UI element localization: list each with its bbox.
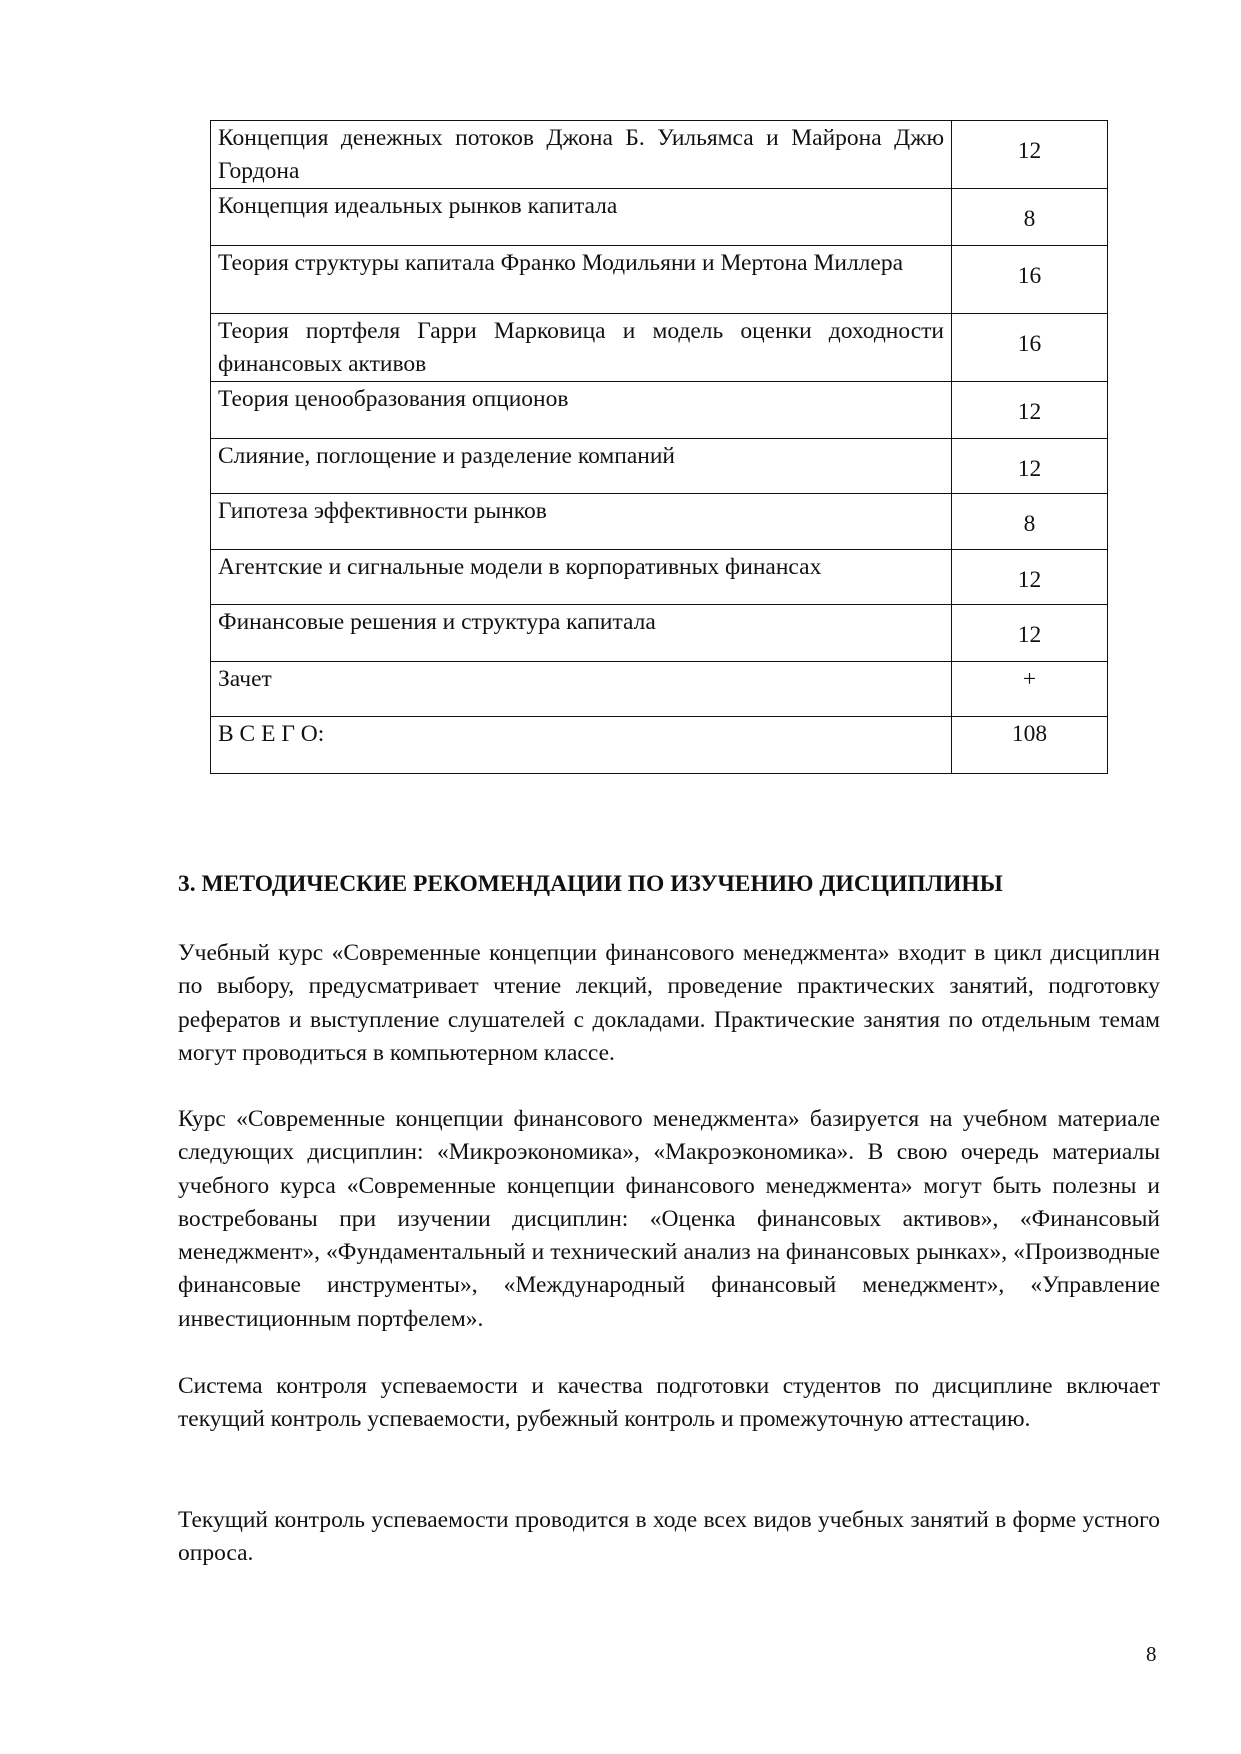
table-row: Агентские и сигнальные модели в корпорат… — [210, 549, 1108, 605]
hours-cell: 12 — [951, 120, 1108, 189]
hours-cell: 16 — [951, 313, 1108, 382]
hours-table: Концепция денежных потоков Джона Б. Уиль… — [210, 120, 1108, 774]
table-row: Теория портфеля Гарри Марковица и модель… — [210, 313, 1108, 382]
hours-cell: 16 — [951, 245, 1108, 314]
table-row: Слияние, поглощение и разделение компани… — [210, 438, 1108, 494]
hours-cell: 8 — [951, 188, 1108, 246]
table-row: Теория структуры капитала Франко Модилья… — [210, 245, 1108, 314]
topic-cell: Теория ценообразования опционов — [210, 381, 952, 439]
topic-cell: Слияние, поглощение и разделение компани… — [210, 438, 952, 494]
table-row: Концепция денежных потоков Джона Б. Уиль… — [210, 120, 1108, 189]
paragraph: Курс «Современные концепции финансового … — [178, 1106, 1160, 1332]
table-row: Концепция идеальных рынков капитала 8 — [210, 188, 1108, 246]
total-label: В С Е Г О: — [210, 716, 952, 774]
topic-cell: Концепция денежных потоков Джона Б. Уиль… — [210, 120, 952, 189]
table-row: Теория ценообразования опционов 12 — [210, 381, 1108, 439]
page-number: 8 — [1146, 1642, 1157, 1666]
total-value: 108 — [951, 716, 1108, 774]
topic-cell: Теория портфеля Гарри Марковица и модель… — [210, 313, 952, 382]
topic-cell: Концепция идеальных рынков капитала — [210, 188, 952, 246]
table-row: Финансовые решения и структура капитала 1… — [210, 604, 1108, 662]
hours-cell: 12 — [951, 604, 1108, 662]
paragraph: Учебный курс «Современные концепции фина… — [178, 940, 1160, 1066]
paragraph: Система контроля успеваемости и качества… — [178, 1373, 1160, 1433]
topic-cell: Финансовые решения и структура капитала — [210, 604, 952, 662]
table-row: Зачет + — [210, 661, 1108, 717]
hours-cell: + — [951, 661, 1108, 717]
table-row: Гипотеза эффективности рынков 8 — [210, 493, 1108, 550]
topic-cell: Агентские и сигнальные модели в корпорат… — [210, 549, 952, 605]
topic-cell: Теория структуры капитала Франко Модилья… — [210, 245, 952, 314]
hours-cell: 12 — [951, 549, 1108, 605]
topic-cell: Гипотеза эффективности рынков — [210, 493, 952, 550]
table-total-row: В С Е Г О: 108 — [210, 716, 1108, 774]
section-heading: 3. МЕТОДИЧЕСКИЕ РЕКОМЕНДАЦИИ ПО ИЗУЧЕНИЮ… — [178, 871, 1003, 897]
hours-cell: 12 — [951, 438, 1108, 494]
hours-cell: 12 — [951, 381, 1108, 439]
topic-cell: Зачет — [210, 661, 952, 717]
hours-cell: 8 — [951, 493, 1108, 550]
paragraph: Текущий контроль успеваемости проводится… — [178, 1507, 1160, 1567]
